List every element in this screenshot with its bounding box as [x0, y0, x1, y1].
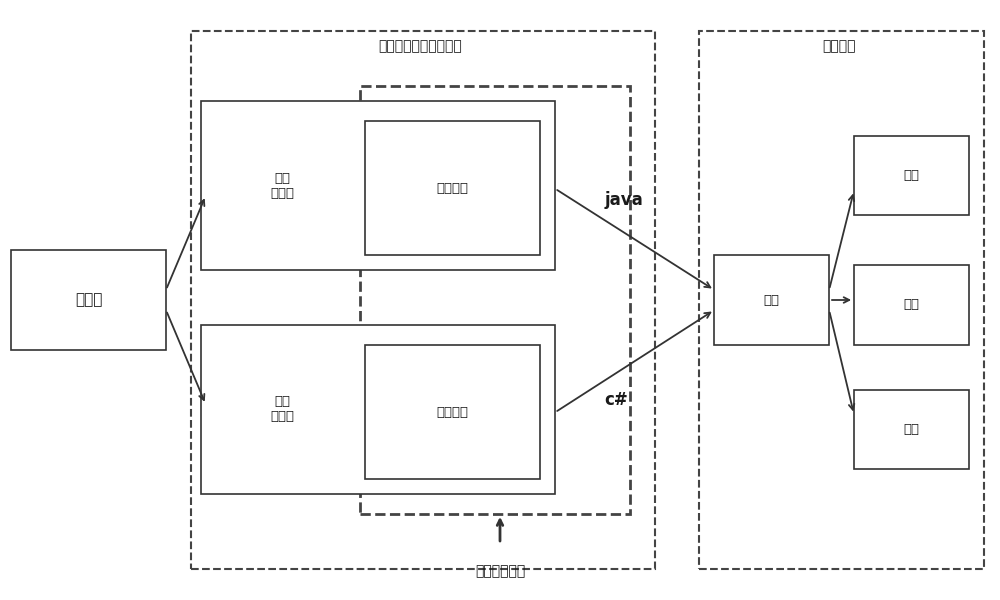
Text: 应用
服务器: 应用 服务器: [271, 395, 295, 424]
FancyBboxPatch shape: [201, 101, 555, 270]
FancyBboxPatch shape: [854, 389, 969, 469]
Text: 缓存集群: 缓存集群: [822, 39, 856, 53]
FancyBboxPatch shape: [365, 345, 540, 479]
Text: java: java: [605, 191, 643, 209]
Text: 异构会话框架: 异构会话框架: [475, 564, 525, 578]
Text: 分布式应用服务器集群: 分布式应用服务器集群: [378, 39, 462, 53]
FancyBboxPatch shape: [201, 325, 555, 494]
FancyBboxPatch shape: [365, 121, 540, 255]
Text: 客户端: 客户端: [75, 293, 102, 308]
FancyBboxPatch shape: [854, 265, 969, 345]
FancyBboxPatch shape: [360, 86, 630, 514]
FancyBboxPatch shape: [699, 31, 984, 569]
FancyBboxPatch shape: [854, 136, 969, 215]
Text: 缓存: 缓存: [903, 423, 919, 436]
FancyBboxPatch shape: [714, 255, 829, 345]
Text: 缓存: 缓存: [903, 298, 919, 311]
FancyBboxPatch shape: [191, 31, 655, 569]
FancyBboxPatch shape: [11, 250, 166, 350]
Text: c#: c#: [605, 391, 628, 409]
Text: 应用
服务器: 应用 服务器: [271, 172, 295, 200]
Text: 缓存: 缓存: [764, 293, 780, 307]
Text: 会话框架: 会话框架: [436, 182, 468, 195]
Text: 缓存: 缓存: [903, 169, 919, 182]
Text: 会话框架: 会话框架: [436, 406, 468, 419]
